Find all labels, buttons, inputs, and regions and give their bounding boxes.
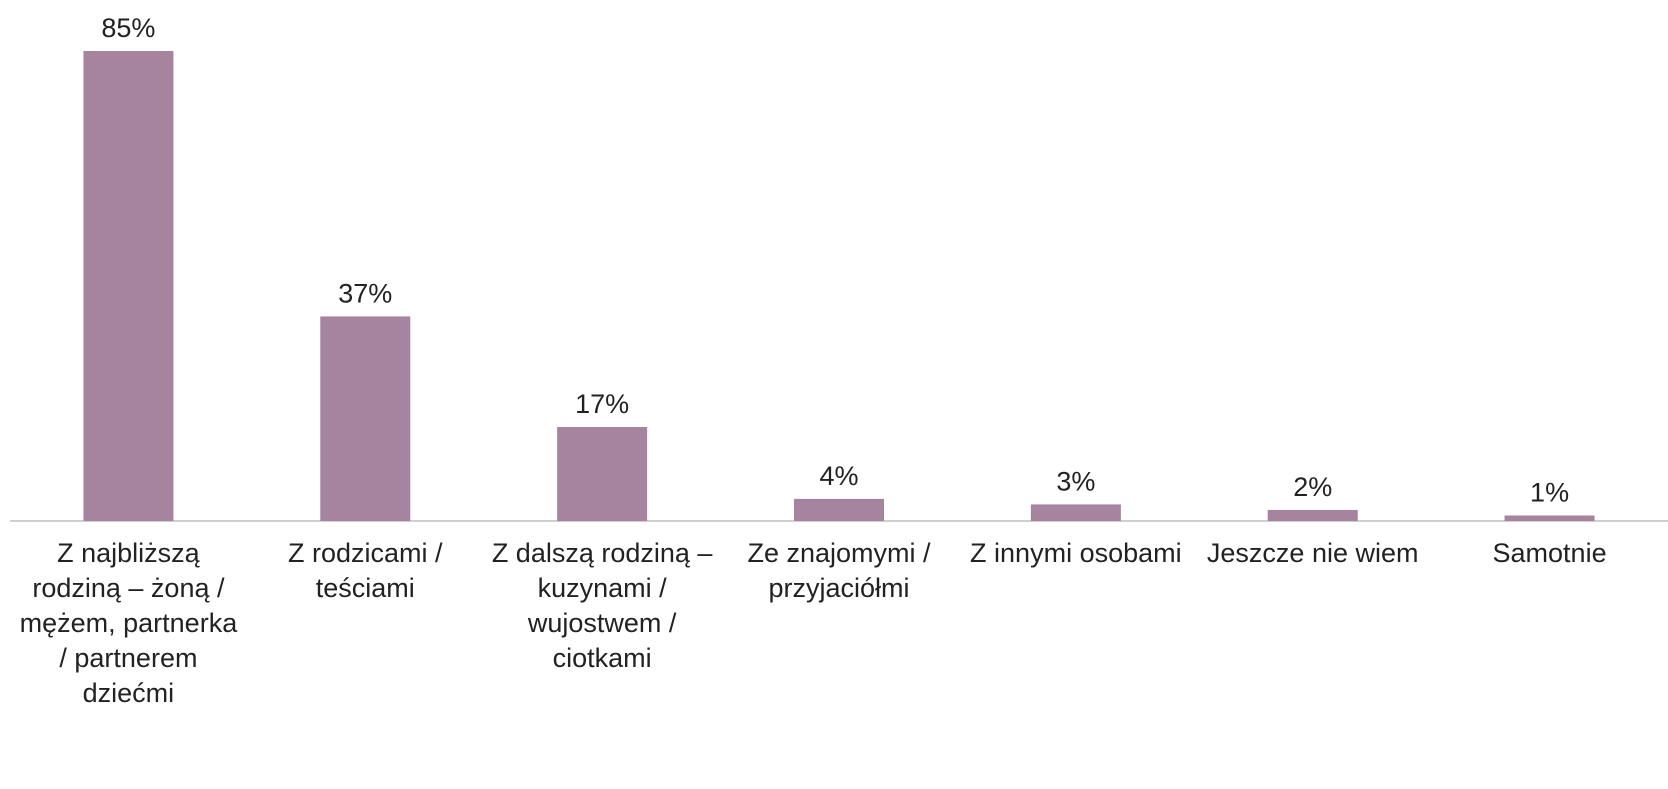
bar	[557, 427, 648, 521]
bar	[793, 498, 885, 521]
x-tick-label: Ze znajomymi / przyjaciółmi	[747, 538, 931, 603]
x-tick-label: Z innymi osobami	[970, 538, 1182, 568]
x-tick-label: Z rodzicami / teściami	[288, 538, 443, 603]
value-label: 17%	[575, 389, 629, 419]
value-label: 4%	[819, 461, 858, 491]
bar	[1267, 509, 1358, 521]
x-tick-label: Z dalszą rodziną – kuzynami / wujostwem …	[491, 538, 713, 673]
value-label: 85%	[101, 13, 155, 43]
value-label: 2%	[1293, 472, 1332, 502]
bar	[1504, 515, 1595, 521]
bar	[1030, 504, 1121, 521]
x-tick-label: Jeszcze nie wiem	[1206, 538, 1419, 568]
bar	[320, 316, 411, 521]
value-label: 3%	[1056, 466, 1095, 496]
bar	[83, 51, 174, 521]
x-tick-label: Samotnie	[1492, 538, 1607, 568]
value-label: 37%	[338, 278, 392, 308]
value-label: 1%	[1530, 477, 1569, 507]
x-tick-label: Z najbliższą rodziną – żoną / mężem, par…	[19, 538, 238, 708]
